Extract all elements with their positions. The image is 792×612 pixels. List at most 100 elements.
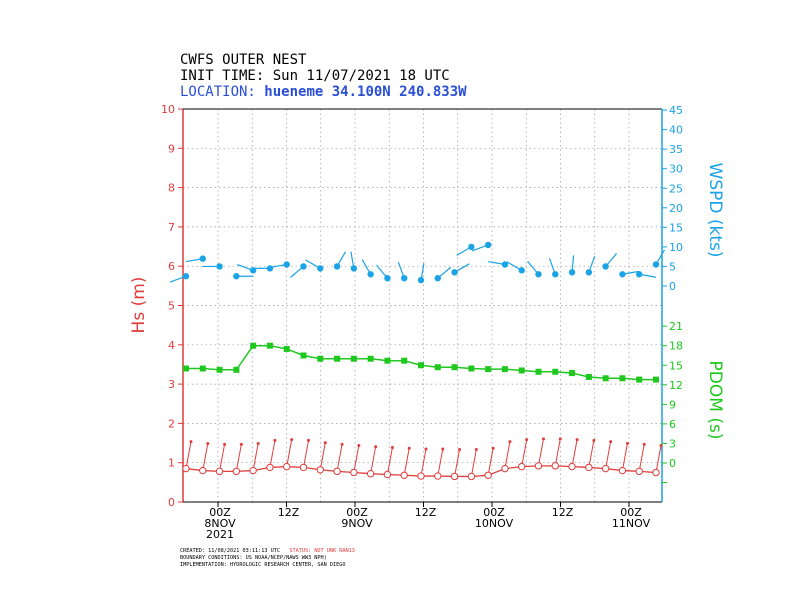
pdom-point	[468, 365, 475, 372]
hs-arrow-head	[340, 442, 344, 446]
hs-point	[635, 467, 643, 476]
pdom-point	[619, 375, 626, 382]
hs-arrow-head	[458, 447, 462, 451]
wspd-tick-label: 15	[669, 221, 683, 234]
x-tick-label: 00Z	[620, 506, 642, 519]
pdom-point	[283, 345, 290, 352]
hs-direction-arrow	[420, 448, 427, 477]
hs-direction-arrow	[286, 439, 293, 467]
hs-arrow-head	[189, 440, 193, 444]
wspd-point	[300, 263, 307, 270]
location-label: LOCATION:	[180, 84, 256, 100]
hs-arrow-head	[223, 442, 227, 446]
hs-point	[400, 471, 408, 479]
x-tick-label: 00Z	[346, 506, 368, 519]
pdom-point	[602, 375, 609, 382]
hs-arrow-head	[625, 442, 629, 446]
hs-arrow-head	[273, 438, 277, 442]
hs-arrow-head	[542, 437, 545, 441]
hs-direction-arrow	[554, 438, 561, 466]
hs-direction-arrow	[370, 446, 377, 474]
hs-direction-arrow	[437, 448, 444, 477]
hs-tick-label: 4	[168, 339, 175, 352]
hs-point	[299, 463, 308, 472]
hs-direction-arrow	[219, 444, 226, 472]
wspd-point	[585, 269, 593, 276]
hs-tick-label: 9	[168, 142, 175, 155]
hs-tick-label: 2	[168, 417, 175, 430]
hs-point	[249, 466, 257, 475]
hs-arrow-head	[239, 442, 243, 446]
hs-direction-arrow	[621, 443, 628, 471]
x-tick-label: 00Z	[209, 506, 231, 519]
hs-tick-label: 10	[161, 103, 175, 116]
hs-point	[467, 472, 476, 481]
x-tick-date: 9NOV	[341, 517, 373, 530]
wspd-point	[384, 274, 391, 282]
pdom-point	[384, 357, 391, 364]
hs-direction-arrow	[588, 440, 595, 468]
hs-arrow-head	[659, 444, 663, 448]
hs-arrow-head	[424, 447, 428, 451]
pdom-point	[334, 355, 341, 362]
hs-point	[182, 464, 190, 473]
hs-arrow-head	[558, 437, 562, 441]
hs-direction-arrow	[303, 440, 309, 468]
hs-arrow-head	[609, 440, 613, 444]
wspd-point	[333, 263, 341, 270]
pdom-point	[367, 355, 374, 362]
hs-point	[568, 462, 576, 471]
hs-tick-label: 7	[168, 221, 175, 234]
hs-direction-arrow	[538, 438, 544, 466]
hs-arrow-head	[491, 446, 495, 450]
hs-arrow-head	[307, 438, 310, 442]
x-tick-date: 8NOV	[204, 517, 236, 530]
wspd-point	[233, 273, 240, 280]
hs-point	[350, 468, 358, 477]
hs-arrow-head	[323, 441, 327, 445]
pdom-point	[434, 364, 441, 371]
wspd-tick-label: 0	[669, 280, 676, 293]
hs-tick-label: 8	[168, 182, 175, 195]
wspd-point	[401, 274, 408, 282]
pdom-point	[552, 368, 559, 375]
x-tick-label: 12Z	[278, 506, 300, 519]
wspd-tick-label: 40	[669, 124, 683, 137]
pdom-point	[350, 355, 357, 362]
location: LOCATION: hueneme 34.100N 240.833W	[180, 85, 467, 100]
pdom-axis-label: PDOM (s)	[705, 361, 725, 440]
wspd-tick-label: 30	[669, 163, 683, 176]
hs-direction-arrow	[319, 442, 326, 470]
pdom-point	[199, 365, 206, 372]
hs-point	[434, 472, 442, 480]
x-tick-year: 2021	[206, 528, 234, 541]
hs-tick-label: 6	[168, 260, 175, 273]
wspd-point	[434, 274, 441, 282]
wspd-point	[182, 273, 190, 280]
hs-point	[585, 463, 593, 472]
pdom-point	[451, 364, 458, 371]
pdom-tick-label: 0	[669, 457, 676, 470]
status-text: STATUS: NOT UNK RAN13	[289, 548, 355, 554]
hs-point	[199, 466, 207, 475]
hs-point	[366, 470, 375, 478]
hs-arrow-head	[592, 438, 596, 442]
pdom-tick-label: 3	[669, 437, 676, 450]
wspd-axis-label: WSPD (kts)	[705, 163, 725, 258]
pdom-point	[250, 342, 257, 349]
wspd-point	[636, 271, 643, 278]
hs-tick-label: 0	[168, 496, 175, 509]
pdom-point	[485, 366, 492, 373]
hs-direction-arrow	[521, 439, 528, 467]
wspd-point	[317, 265, 324, 272]
hs-point	[551, 462, 559, 470]
hs-arrow-head	[206, 442, 210, 446]
init-time: INIT TIME: Sun 11/07/2021 18 UTC	[180, 68, 450, 84]
hs-direction-arrow	[202, 443, 209, 471]
wspd-point	[535, 271, 542, 278]
wspd-tick-label: 25	[669, 182, 683, 195]
wspd-point	[552, 271, 559, 278]
hs-direction-arrow	[571, 439, 578, 467]
hs-arrow-head	[374, 445, 378, 449]
hs-point	[534, 462, 543, 470]
